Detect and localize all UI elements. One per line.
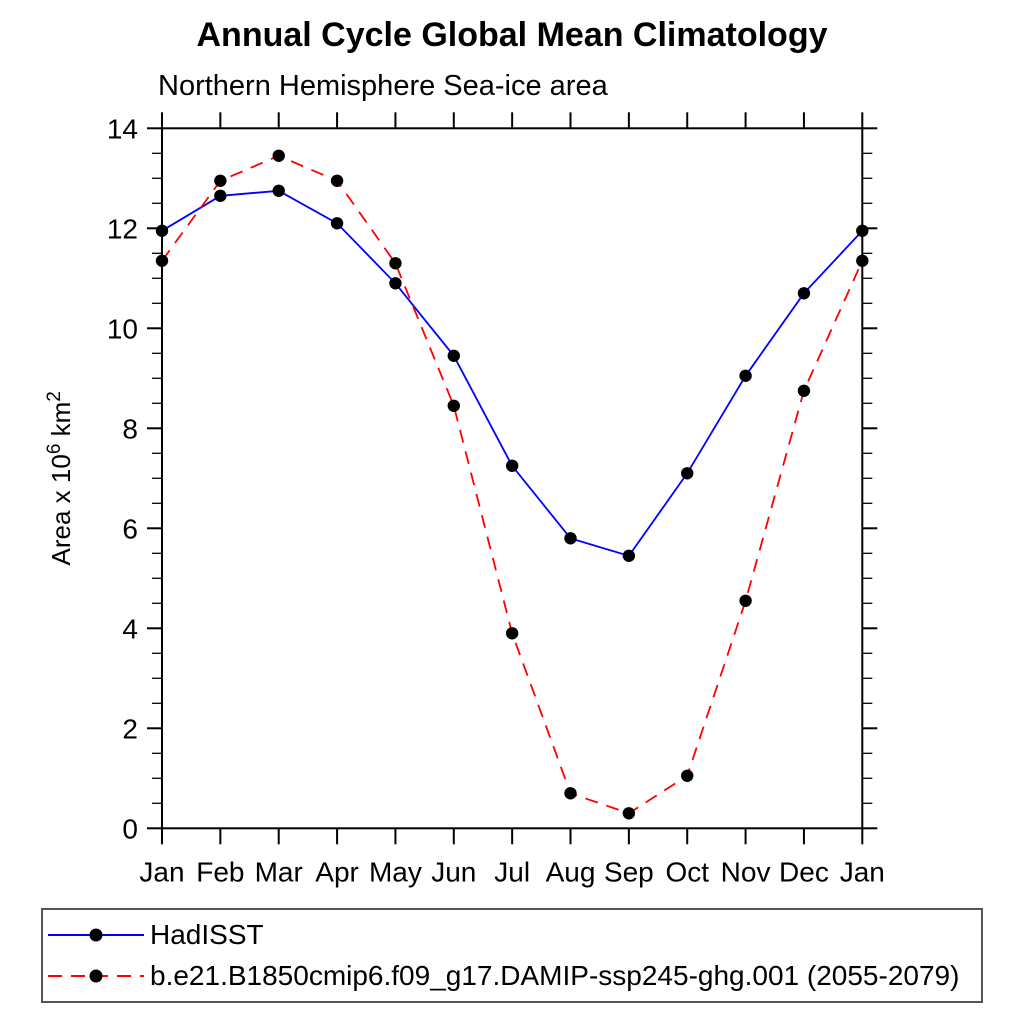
data-point-marker [622, 549, 636, 562]
data-point-marker [330, 174, 344, 187]
data-point-marker [797, 287, 811, 300]
x-tick-label: Jun [431, 856, 476, 887]
data-point-marker [564, 787, 577, 800]
x-tick-label: Mar [255, 856, 303, 887]
data-point-marker [505, 459, 519, 472]
data-point-marker [214, 174, 227, 187]
x-tick-label: Jan [139, 856, 184, 887]
legend-item-model: b.e21.B1850cmip6.f09_g17.DAMIP-ssp245-gh… [46, 956, 981, 997]
data-point-marker [564, 532, 577, 545]
data-point-marker [739, 369, 752, 382]
data-point-marker [155, 224, 169, 237]
x-tick-label: Apr [315, 856, 359, 887]
data-point-marker [330, 217, 344, 230]
y-tick-label: 4 [122, 613, 138, 644]
legend-label-model: b.e21.B1850cmip6.f09_g17.DAMIP-ssp245-gh… [150, 960, 960, 991]
data-point-marker [622, 807, 636, 820]
x-tick-label: May [369, 856, 422, 887]
legend-line-sample-dashed [48, 969, 144, 983]
y-tick-label: 2 [122, 713, 138, 744]
data-point-marker [389, 257, 402, 270]
data-point-marker [856, 224, 869, 237]
x-tick-label: Oct [665, 856, 709, 887]
plot-frame [161, 127, 864, 830]
data-point-marker [797, 384, 811, 397]
data-point-marker [681, 467, 694, 480]
data-point-marker [681, 769, 694, 782]
series-line-1 [161, 154, 864, 815]
legend: HadISST b.e21.B1850cmip6.f09_g17.DAMIP-s… [41, 908, 983, 1003]
y-tick-label: 0 [122, 813, 138, 844]
y-tick-label: 6 [122, 513, 138, 544]
y-tick-label: 10 [107, 313, 138, 344]
data-point-marker [155, 254, 169, 267]
x-tick-label: Jul [494, 856, 530, 887]
legend-line-sample-solid [48, 928, 144, 942]
x-tick-label: Dec [779, 856, 829, 887]
y-tick-label: 12 [107, 213, 138, 244]
chart-subtitle: Northern Hemisphere Sea-ice area [158, 70, 608, 102]
data-point-marker [739, 594, 752, 607]
data-point-marker [272, 184, 285, 197]
legend-item-hadisst: HadISST [46, 915, 981, 956]
series-line-0 [161, 189, 863, 557]
legend-label-hadisst: HadISST [150, 919, 264, 950]
plot-area: 0 2 4 6 8 10 12 14 Jan Feb Mar Apr May Jun Jul Aug Sep Oc… [44, 112, 885, 887]
data-point-marker [505, 627, 519, 640]
y-tick-label: 14 [107, 113, 138, 144]
data-point-marker [447, 399, 460, 412]
x-tick-label: Nov [721, 856, 771, 887]
data-point-marker [214, 189, 227, 202]
x-tick-label: Aug [546, 856, 596, 887]
chart-title: Annual Cycle Global Mean Climatology [196, 16, 828, 54]
x-tick-label: Jan [840, 856, 885, 887]
y-axis-label: Area x 106 km2 [44, 391, 76, 565]
y-tick-label: 8 [122, 413, 138, 444]
x-tick-label: Sep [604, 856, 654, 887]
data-point-marker [447, 349, 460, 362]
data-point-marker [389, 277, 402, 290]
data-point-marker [272, 149, 285, 162]
data-point-marker [856, 254, 869, 267]
x-tick-label: Feb [196, 856, 244, 887]
